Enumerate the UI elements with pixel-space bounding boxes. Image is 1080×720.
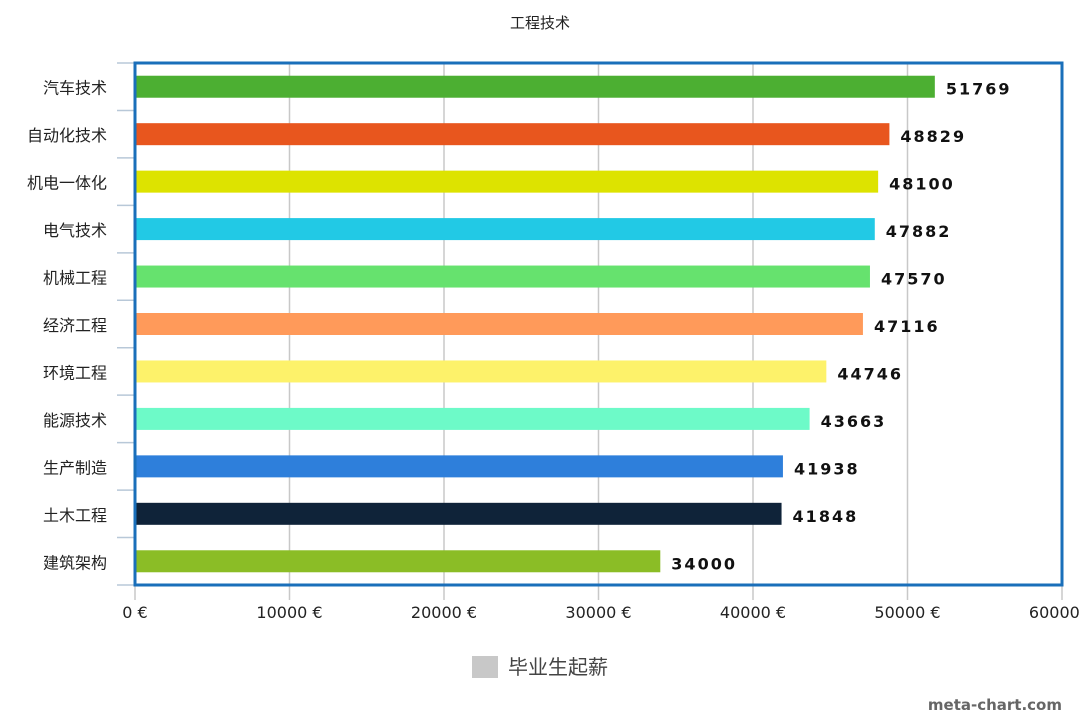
x-tick-label: 0 € xyxy=(122,603,147,622)
x-tick-label: 50000 € xyxy=(874,603,940,622)
data-label: 43663 xyxy=(821,412,887,431)
category-label: 自动化技术 xyxy=(27,126,107,145)
data-label: 47882 xyxy=(886,222,952,241)
x-tick-label: 40000 € xyxy=(720,603,786,622)
bar xyxy=(135,360,827,383)
category-label: 生产制造 xyxy=(43,458,107,477)
data-label: 47116 xyxy=(874,317,940,336)
bar xyxy=(135,265,870,288)
category-label: 能源技术 xyxy=(43,411,107,430)
category-label: 机电一体化 xyxy=(27,174,107,193)
credit-text: meta-chart.com xyxy=(927,696,1062,714)
bar xyxy=(135,123,890,146)
data-label: 41938 xyxy=(794,459,860,478)
x-tick-label: 60000 € xyxy=(1029,603,1080,622)
plot-border xyxy=(133,61,1064,587)
x-tick-label: 20000 € xyxy=(411,603,477,622)
data-label: 48100 xyxy=(889,175,955,194)
category-label: 经济工程 xyxy=(43,316,107,335)
bar xyxy=(135,313,863,335)
data-label: 48829 xyxy=(900,127,966,146)
data-label: 41848 xyxy=(793,507,859,526)
bar xyxy=(135,218,875,241)
chart-title: 工程技术 xyxy=(509,14,570,32)
category-label: 机械工程 xyxy=(43,269,107,288)
bar xyxy=(135,455,783,478)
data-label: 44746 xyxy=(837,364,903,383)
x-tick-label: 30000 € xyxy=(565,603,631,622)
category-label: 电气技术 xyxy=(43,221,107,240)
bar xyxy=(135,75,935,98)
category-label: 土木工程 xyxy=(43,506,107,525)
x-tick-label: 10000 € xyxy=(256,603,322,622)
bar xyxy=(135,170,879,193)
bar xyxy=(135,550,661,573)
data-label: 47570 xyxy=(881,270,947,289)
legend-swatch xyxy=(472,656,498,678)
category-label: 建筑架构 xyxy=(43,553,107,572)
legend-label: 毕业生起薪 xyxy=(508,655,608,679)
data-label: 34000 xyxy=(671,554,737,573)
bar xyxy=(135,502,782,525)
category-label: 环境工程 xyxy=(43,363,107,382)
legend[interactable]: 毕业生起薪 xyxy=(0,651,1080,680)
bar xyxy=(135,407,810,430)
data-label: 51769 xyxy=(946,80,1012,99)
category-label: 汽车技术 xyxy=(43,79,107,98)
